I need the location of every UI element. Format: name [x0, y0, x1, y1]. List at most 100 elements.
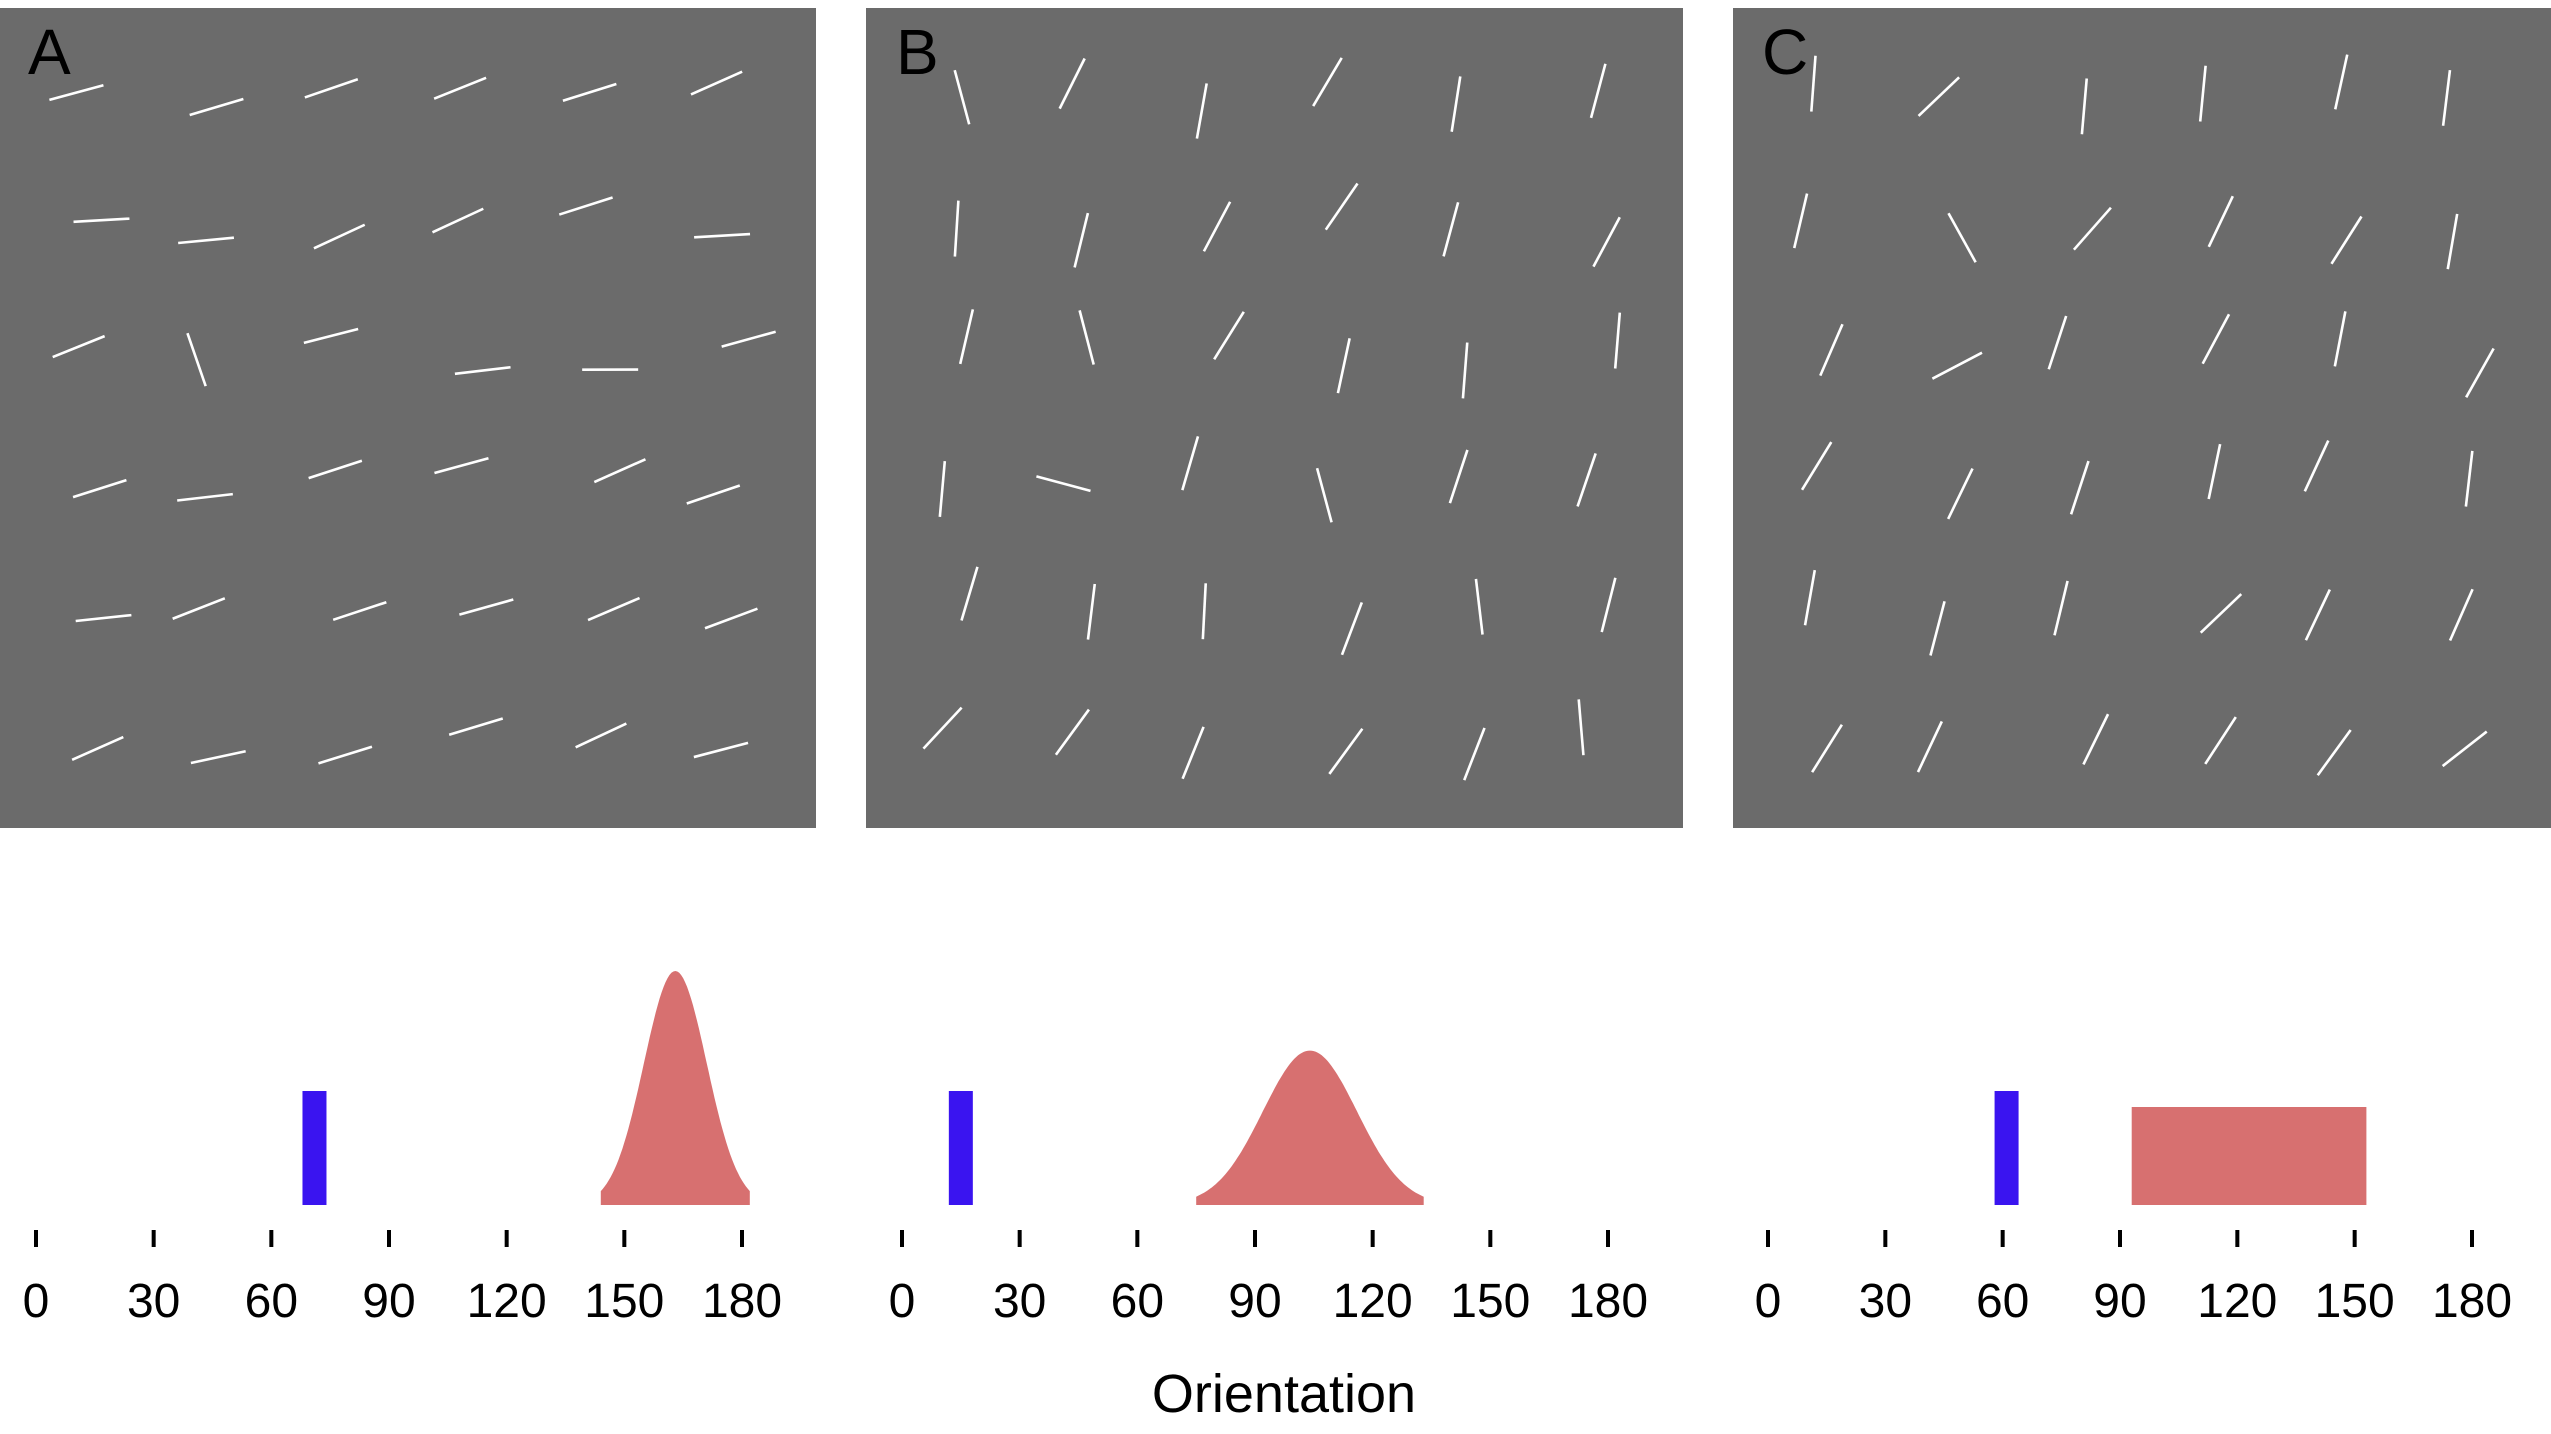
tick-label: 0 [1755, 1275, 1782, 1328]
stimulus-line [1613, 312, 1622, 369]
tick-label: 0 [889, 1275, 916, 1328]
stimulus-line [558, 196, 613, 216]
stimulus-line [562, 82, 617, 102]
stimulus-line [2207, 443, 2222, 500]
stimulus-line [960, 566, 979, 621]
stimulus-line [721, 330, 776, 348]
tick-label: 150 [2315, 1275, 2395, 1328]
stimulus-line [704, 607, 758, 630]
stimulus-line [190, 749, 246, 765]
tick-label: 180 [2432, 1275, 2512, 1328]
stimulus-line [459, 598, 514, 616]
stimulus-line [2316, 729, 2352, 777]
stimulus-line [1947, 212, 1977, 263]
stimulus-line [448, 717, 504, 737]
stimulus-panel-b: B [866, 8, 1683, 828]
stimulus-line [1086, 583, 1097, 640]
stimulus-line [575, 722, 627, 749]
orientation-plot-b: 0 30 60 90 120 150 180 [889, 1050, 1648, 1328]
stimulus-line [2330, 215, 2363, 265]
stimulus-line [953, 69, 971, 125]
stimulus-line [693, 741, 749, 759]
stimulus-line [172, 597, 226, 620]
tick-label: 180 [702, 1275, 782, 1328]
stimulus-line [958, 309, 975, 365]
x-axis-title: Orientation [1152, 1364, 1416, 1424]
stimulus-line [52, 334, 106, 359]
stimulus-line [1463, 727, 1486, 781]
plot-c-distractor-distribution [2131, 1107, 2367, 1205]
orientation-plot-a: 0 30 60 90 120 150 180 [23, 971, 782, 1328]
stimulus-line [1811, 724, 1843, 773]
distractor-distribution-shape [2131, 1107, 2367, 1205]
stimulus-line [2198, 65, 2207, 122]
stimulus-line [1450, 76, 1462, 132]
stimulus-line [72, 478, 127, 499]
stimulus-line [593, 458, 646, 484]
stimulus-line [1600, 577, 1617, 633]
stimulus-line [938, 461, 947, 518]
plot-b-orientation-axis: 0 30 60 90 120 150 180 [889, 1230, 1648, 1328]
stimulus-line [313, 223, 366, 250]
tick-label: 90 [1228, 1275, 1281, 1328]
stimulus-line [178, 236, 235, 245]
panel-c-letter: C [1762, 16, 1808, 88]
stimulus-line [1461, 342, 1469, 399]
stimulus-line [1803, 569, 1817, 626]
stimulus-line [431, 207, 484, 234]
stimulus-line [922, 706, 963, 750]
stimulus-line [434, 456, 489, 475]
tick-label: 120 [1333, 1275, 1413, 1328]
stimulus-line [2207, 195, 2234, 248]
stimulus-line [1328, 727, 1364, 775]
tick-label: 90 [362, 1275, 415, 1328]
stimulus-line [2441, 69, 2452, 126]
stimulus-line [1073, 212, 1090, 268]
stimulus-line [1201, 583, 1208, 640]
stimulus-line [1181, 726, 1205, 780]
stimulus-line [2465, 347, 2495, 398]
stimulus-line [304, 78, 359, 99]
stimulus-line [1810, 55, 1817, 112]
stimulus-line [2047, 315, 2068, 370]
stimulus-line [1819, 323, 1844, 377]
stimulus-line [2082, 713, 2110, 766]
stimulus-line [1442, 201, 1460, 257]
stimulus-line [1336, 338, 1351, 394]
stimulus-line [1058, 57, 1086, 110]
panel-b-line-elements [922, 57, 1622, 781]
stimulus-line [587, 596, 641, 622]
panel-b-letter: B [896, 16, 939, 88]
stimulus-line [1195, 83, 1208, 139]
stimulus-line [953, 200, 960, 257]
panel-b-background [866, 8, 1683, 828]
tick-label: 30 [127, 1275, 180, 1328]
stimulus-line [2304, 589, 2332, 641]
stimulus-line [1054, 708, 1090, 756]
stimulus-line [2069, 460, 2090, 515]
stimulus-line [1312, 57, 1343, 107]
tick-label: 120 [2197, 1275, 2277, 1328]
stimulus-line [1181, 436, 1200, 491]
stimulus-line [1036, 475, 1091, 493]
stimulus-line [1800, 441, 1833, 491]
stimulus-line [1916, 720, 1944, 773]
distractor-distribution-shape [600, 971, 750, 1205]
tick-label: 0 [23, 1275, 50, 1328]
stimulus-line [1592, 216, 1621, 268]
stimulus-line [75, 613, 132, 623]
tick-label: 60 [245, 1275, 298, 1328]
stimulus-line [1213, 311, 1245, 360]
stimulus-line [303, 327, 359, 345]
stimulus-line [1577, 699, 1585, 756]
stimulus-panel-c: C [1733, 8, 2551, 828]
stimulus-line [1576, 453, 1597, 507]
stimulus-line [2072, 206, 2112, 251]
stimulus-line [1340, 601, 1364, 656]
stimulus-line [686, 484, 741, 505]
stimulus-line [2333, 311, 2347, 367]
orientation-plot-c: 0 30 60 90 120 150 180 [1755, 1091, 2512, 1328]
stimulus-line [2199, 593, 2243, 634]
stimulus-line [1792, 193, 1809, 249]
